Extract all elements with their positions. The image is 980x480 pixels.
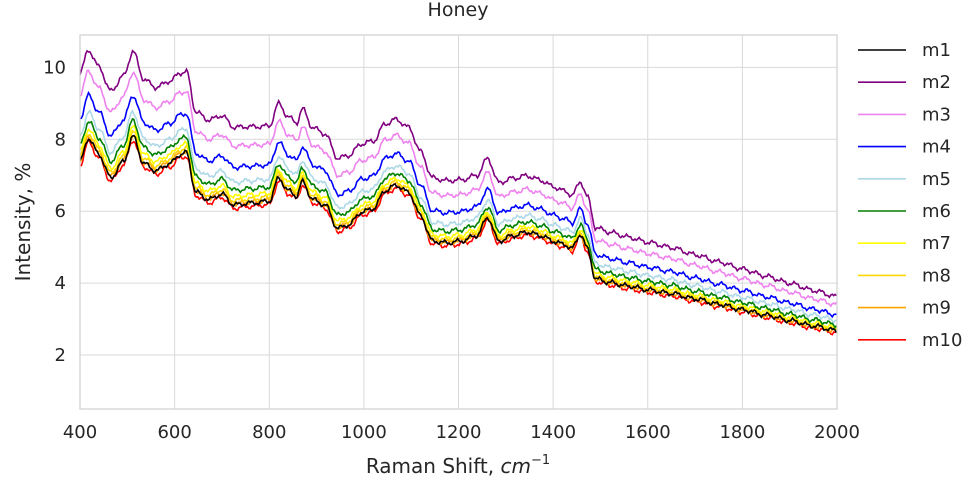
y-tick-label: 8 <box>55 129 66 150</box>
x-axis-title: Raman Shift, cm−1 <box>366 453 550 478</box>
legend-label-m10: m10 <box>922 330 962 351</box>
x-tick-label: 2000 <box>814 422 860 443</box>
x-tick-label: 600 <box>157 422 191 443</box>
x-tick-label: 1600 <box>625 422 671 443</box>
x-axis-title-text: Raman Shift, <box>366 454 501 478</box>
legend-label-m5: m5 <box>922 169 951 190</box>
y-tick-label: 2 <box>55 345 66 366</box>
legend-label-m6: m6 <box>922 201 951 222</box>
y-tick-label: 4 <box>55 273 66 294</box>
x-tick-label: 1200 <box>436 422 482 443</box>
series-line-m5 <box>79 109 837 325</box>
legend-label-m2: m2 <box>922 72 951 93</box>
series-lines <box>79 49 838 336</box>
y-tick-label: 6 <box>55 201 66 222</box>
legend-label-m9: m9 <box>922 298 951 319</box>
series-line-m7 <box>79 124 838 331</box>
legend-label-m8: m8 <box>922 265 951 286</box>
x-axis-unit-exponent: −1 <box>531 453 550 468</box>
x-axis-unit: cm <box>501 454 531 478</box>
series-line-m4 <box>79 90 837 319</box>
x-tick-label: 1000 <box>341 422 387 443</box>
series-line-m1 <box>79 134 838 334</box>
legend-label-m7: m7 <box>922 233 951 254</box>
y-tick-label: 10 <box>43 57 66 78</box>
series-line-m8 <box>79 129 838 331</box>
legend: m1 m2 m3 m4 m5 m6 m7 m8 m9 m10 <box>858 40 962 351</box>
series-line-m2 <box>79 49 838 299</box>
legend-label-m1: m1 <box>922 40 951 61</box>
legend-label-m4: m4 <box>922 137 951 158</box>
x-tick-label: 800 <box>252 422 286 443</box>
x-tick-label: 400 <box>63 422 97 443</box>
series-line-m3 <box>79 69 838 308</box>
x-tick-label: 1400 <box>530 422 576 443</box>
y-axis-title: Intensity, % <box>11 163 35 282</box>
grid <box>79 35 838 409</box>
chart-title: Honey <box>428 0 489 21</box>
plot-frame <box>79 34 838 410</box>
x-tick-label: 1800 <box>719 422 765 443</box>
y-tick-labels: 2 4 6 8 10 <box>43 57 66 366</box>
series-line-m6 <box>79 117 838 329</box>
x-tick-labels: 400 600 800 1000 1200 1400 1600 1800 2000 <box>63 422 860 443</box>
legend-label-m3: m3 <box>922 104 951 125</box>
